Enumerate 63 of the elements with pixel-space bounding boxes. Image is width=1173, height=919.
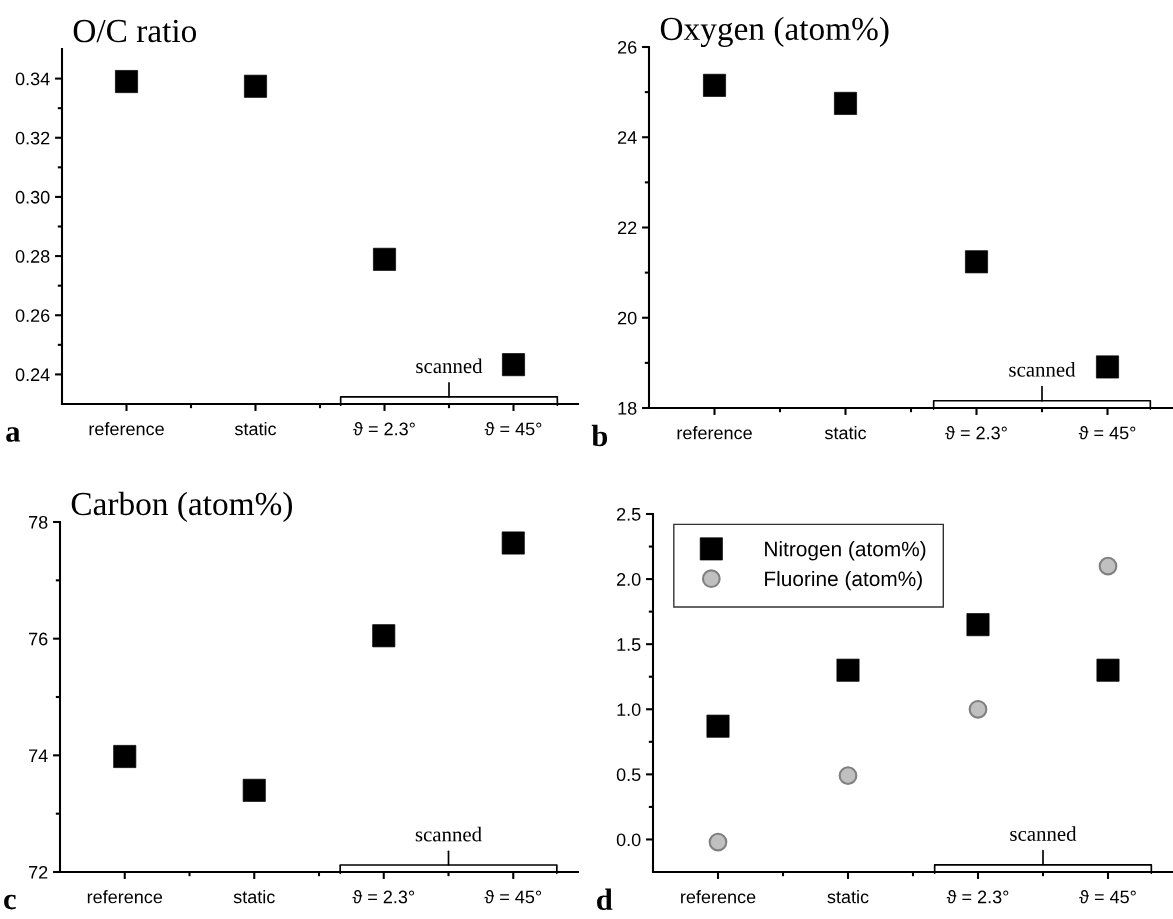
y-tick-label: 22: [618, 221, 637, 235]
point: [708, 832, 728, 852]
y-tick-label: 72: [29, 865, 48, 879]
annotation: scanned: [1010, 826, 1077, 841]
annotation: scanned: [1009, 362, 1076, 377]
point: [501, 531, 525, 555]
chart-title: Oxygen (atom%): [660, 16, 889, 47]
y-tick-label: 0.5: [616, 768, 641, 782]
y-tick-label: 24: [618, 131, 637, 144]
legend-label: Fluorine (atom%): [765, 570, 922, 591]
annotation: scanned: [415, 826, 482, 842]
point: [838, 766, 858, 786]
x-tick-label: static: [827, 890, 869, 904]
point: [703, 73, 726, 97]
text: a: [6, 427, 21, 442]
x-tick-label: static: [824, 426, 867, 440]
y-tick-label: 2.5: [617, 507, 641, 521]
x-tick-label: static: [233, 890, 275, 904]
point: [836, 658, 860, 682]
x-tick-label: ϑ = 2.3°: [945, 426, 1007, 440]
legend-label: Nitrogen (atom%): [765, 541, 926, 561]
y-tick-label: 1.0: [617, 703, 641, 716]
chart-title: O/C ratio: [73, 19, 197, 43]
y-tick-label: 0.34: [15, 72, 50, 86]
y-tick-label: 0.30: [15, 190, 50, 204]
point: [966, 613, 990, 637]
x-tick-label: ϑ = 2.3°: [946, 890, 1009, 904]
y-tick-label: 0.26: [15, 309, 50, 322]
annotation: scanned: [416, 358, 483, 374]
x-tick-label: ϑ = 2.3°: [353, 422, 415, 436]
y-tick-label: 76: [29, 632, 48, 646]
point: [1096, 658, 1120, 682]
x-tick-label: reference: [89, 422, 164, 436]
y-tick-label: 18: [618, 401, 637, 415]
point: [965, 250, 988, 274]
x-tick-label: ϑ = 2.3°: [352, 890, 415, 904]
x-tick-label: reference: [681, 890, 756, 904]
text: b: [591, 424, 608, 447]
x-tick-label: reference: [87, 890, 163, 904]
x-tick-label: ϑ = 45°: [1078, 426, 1136, 440]
y-tick-label: 0.28: [15, 250, 50, 263]
text: d: [597, 888, 613, 911]
x-tick-label: ϑ = 45°: [1079, 890, 1136, 904]
y-tick-label: 74: [29, 749, 48, 762]
point: [968, 699, 988, 719]
point: [244, 74, 267, 98]
x-tick-label: static: [234, 422, 277, 436]
point: [1098, 556, 1118, 576]
y-tick-label: 20: [618, 311, 637, 325]
point: [372, 624, 396, 648]
y-tick-label: 78: [29, 515, 48, 529]
text: c: [4, 894, 16, 910]
y-tick-label: 26: [618, 40, 637, 54]
y-tick-label: 0.32: [15, 131, 50, 145]
y-tick-label: 0.24: [15, 368, 50, 382]
point: [113, 745, 137, 768]
y-tick-label: 2.0: [617, 573, 641, 586]
x-tick-label: ϑ = 45°: [484, 890, 542, 904]
x-tick-label: reference: [677, 426, 752, 440]
y-tick-label: 0.0: [616, 833, 641, 847]
x-tick-label: ϑ = 45°: [484, 422, 542, 436]
chart-title: Carbon (atom%): [71, 491, 292, 522]
y-tick-label: 1.5: [617, 638, 641, 651]
